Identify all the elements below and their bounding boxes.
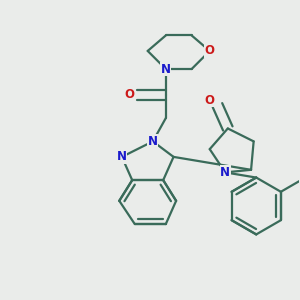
Text: O: O (124, 88, 135, 101)
Text: N: N (117, 150, 127, 164)
Text: O: O (205, 44, 215, 57)
Text: O: O (205, 94, 215, 106)
Text: N: N (220, 166, 230, 179)
Text: N: N (148, 135, 158, 148)
Text: N: N (161, 62, 171, 76)
